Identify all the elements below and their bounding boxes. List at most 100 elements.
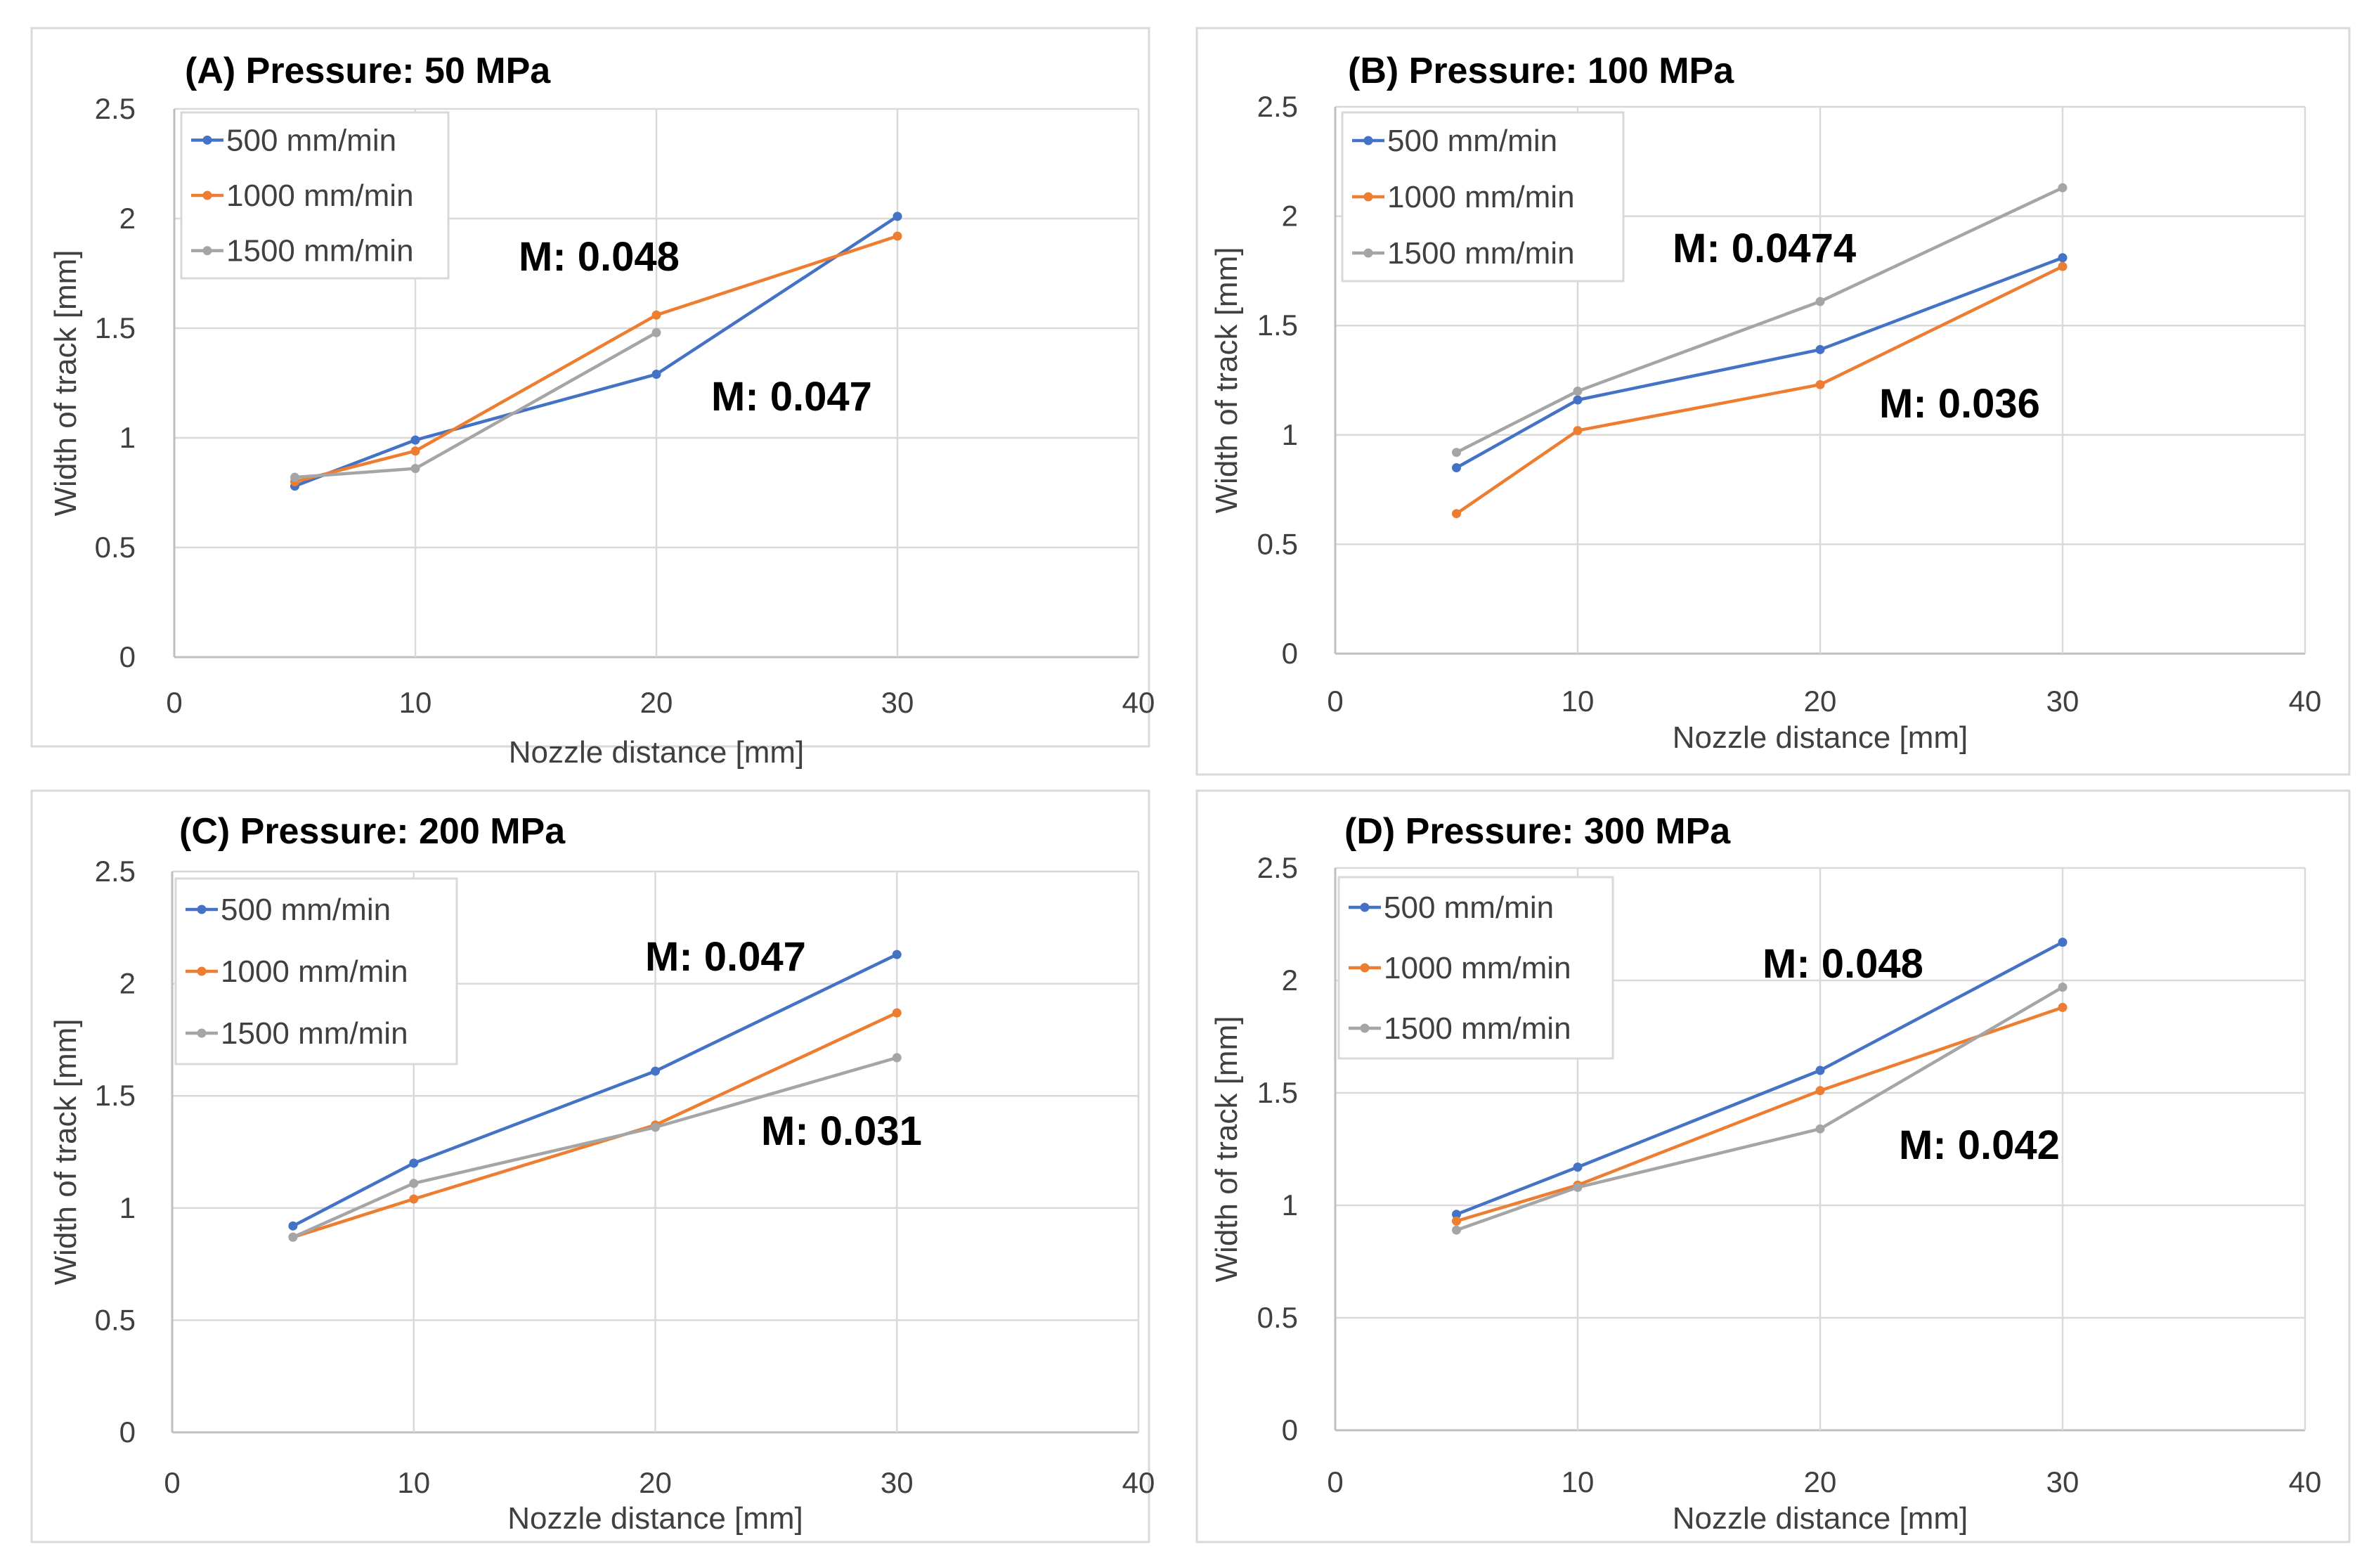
x-tick-label: 20 (640, 686, 673, 719)
data-point (1815, 344, 1825, 354)
slope-annotation: M: 0.048 (519, 234, 680, 280)
data-point (1815, 1086, 1825, 1096)
legend-marker (197, 905, 207, 914)
data-point (409, 1179, 419, 1188)
legend-entry: 1500 mm/min (1384, 1011, 1571, 1046)
chart-title: (A) Pressure: 50 MPa (185, 51, 551, 91)
legend-entry: 1500 mm/min (226, 234, 414, 268)
x-tick-label: 10 (1562, 685, 1595, 718)
legend: 500 mm/min 1000 mm/min 1500 mm/min (174, 877, 458, 1065)
legend-entry: 1000 mm/min (1387, 180, 1575, 214)
x-tick-label: 30 (881, 686, 914, 719)
x-tick-label: 30 (881, 1466, 914, 1499)
legend-entry: 1500 mm/min (1387, 236, 1575, 271)
series-line (292, 1056, 897, 1239)
data-point (288, 1232, 298, 1242)
data-point (893, 231, 902, 241)
data-point (651, 310, 661, 320)
slope-annotation: M: 0.048 (1763, 941, 1923, 987)
data-point (2058, 1002, 2068, 1012)
series-line (1455, 985, 2064, 1232)
y-tick-label: 2.5 (95, 855, 136, 888)
slope-annotation: M: 0.047 (645, 934, 806, 980)
x-axis-title: Nozzle distance [mm] (509, 735, 805, 770)
legend: 500 mm/min 1000 mm/min 1500 mm/min (1337, 876, 1614, 1060)
chart-title: (D) Pressure: 300 MPa (1344, 811, 1731, 852)
y-tick-label: 0.5 (1257, 1301, 1298, 1334)
data-point (892, 1008, 902, 1018)
y-tick-label: 0 (1282, 1413, 1298, 1446)
y-tick-label: 2 (119, 967, 136, 1000)
data-point (1573, 395, 1583, 405)
y-tick-label: 0.5 (1257, 527, 1298, 560)
y-tick-label: 2 (119, 202, 136, 235)
y-tick-label: 0.5 (95, 531, 136, 564)
chart-title: (B) Pressure: 100 MPa (1348, 51, 1734, 91)
data-point (1452, 1210, 1461, 1219)
x-tick-label: 10 (399, 686, 432, 719)
x-tick-label: 20 (1804, 1465, 1837, 1498)
data-point (1815, 1124, 1825, 1134)
slope-annotation: M: 0.0474 (1673, 226, 1856, 271)
legend-marker (1360, 1023, 1370, 1033)
y-tick-label: 1.5 (95, 1079, 136, 1112)
data-point (1573, 1182, 1583, 1192)
data-point (1452, 509, 1461, 519)
legend-marker (202, 135, 212, 145)
x-tick-label: 0 (1327, 1465, 1343, 1498)
legend-box (1337, 876, 1614, 1060)
x-tick-label: 30 (2046, 1465, 2079, 1498)
series-1 (1452, 938, 2068, 1219)
legend-entry: 500 mm/min (226, 123, 396, 157)
data-point (1452, 462, 1461, 472)
data-point (409, 1194, 419, 1204)
x-axis-title: Nozzle distance [mm] (1673, 1501, 1968, 1536)
series-2 (1452, 261, 2068, 519)
data-point (2058, 183, 2068, 193)
data-point (1573, 1162, 1583, 1172)
data-point (290, 472, 299, 482)
data-point (1815, 1065, 1825, 1075)
y-tick-label: 0 (119, 1415, 136, 1449)
x-tick-label: 0 (1327, 685, 1343, 718)
data-point (1452, 448, 1461, 458)
slope-annotation: M: 0.036 (1879, 381, 2040, 427)
y-axis-title: Width of track [mm] (48, 250, 83, 517)
y-tick-label: 0 (119, 640, 136, 673)
y-tick-label: 2 (1282, 200, 1298, 233)
data-point (651, 370, 661, 380)
slope-annotation: M: 0.047 (711, 374, 872, 420)
data-point (892, 950, 902, 959)
data-point (409, 1158, 419, 1168)
x-tick-label: 20 (1804, 685, 1837, 718)
y-axis-title: Width of track [mm] (48, 1019, 83, 1285)
y-tick-label: 1.5 (1257, 1076, 1298, 1109)
series-line (1455, 256, 2063, 469)
y-tick-label: 2 (1282, 964, 1298, 997)
x-tick-label: 30 (2046, 685, 2079, 718)
y-tick-label: 1 (119, 1191, 136, 1224)
legend-marker (202, 246, 212, 256)
x-tick-label: 0 (166, 686, 182, 719)
y-tick-label: 2.5 (1257, 851, 1298, 884)
y-axis-title: Width of track [mm] (1209, 1016, 1244, 1283)
data-point (893, 212, 902, 221)
y-tick-label: 1.5 (1257, 309, 1298, 342)
legend-marker (1363, 192, 1373, 202)
data-point (410, 446, 420, 456)
data-point (410, 464, 420, 474)
slope-annotation: M: 0.042 (1899, 1122, 2060, 1168)
series-line (294, 214, 899, 488)
data-point (2058, 253, 2068, 263)
legend: 500 mm/min 1000 mm/min 1500 mm/min (180, 111, 450, 280)
data-point (1452, 1225, 1461, 1235)
y-axis-title: Width of track [mm] (1209, 247, 1244, 514)
y-tick-label: 1 (1282, 1188, 1298, 1222)
x-axis-title: Nozzle distance [mm] (1673, 720, 1968, 755)
data-point (410, 435, 420, 445)
legend-entry: 500 mm/min (1387, 124, 1557, 158)
data-point (1573, 387, 1583, 396)
series-line (294, 234, 898, 484)
x-tick-label: 20 (639, 1466, 672, 1499)
